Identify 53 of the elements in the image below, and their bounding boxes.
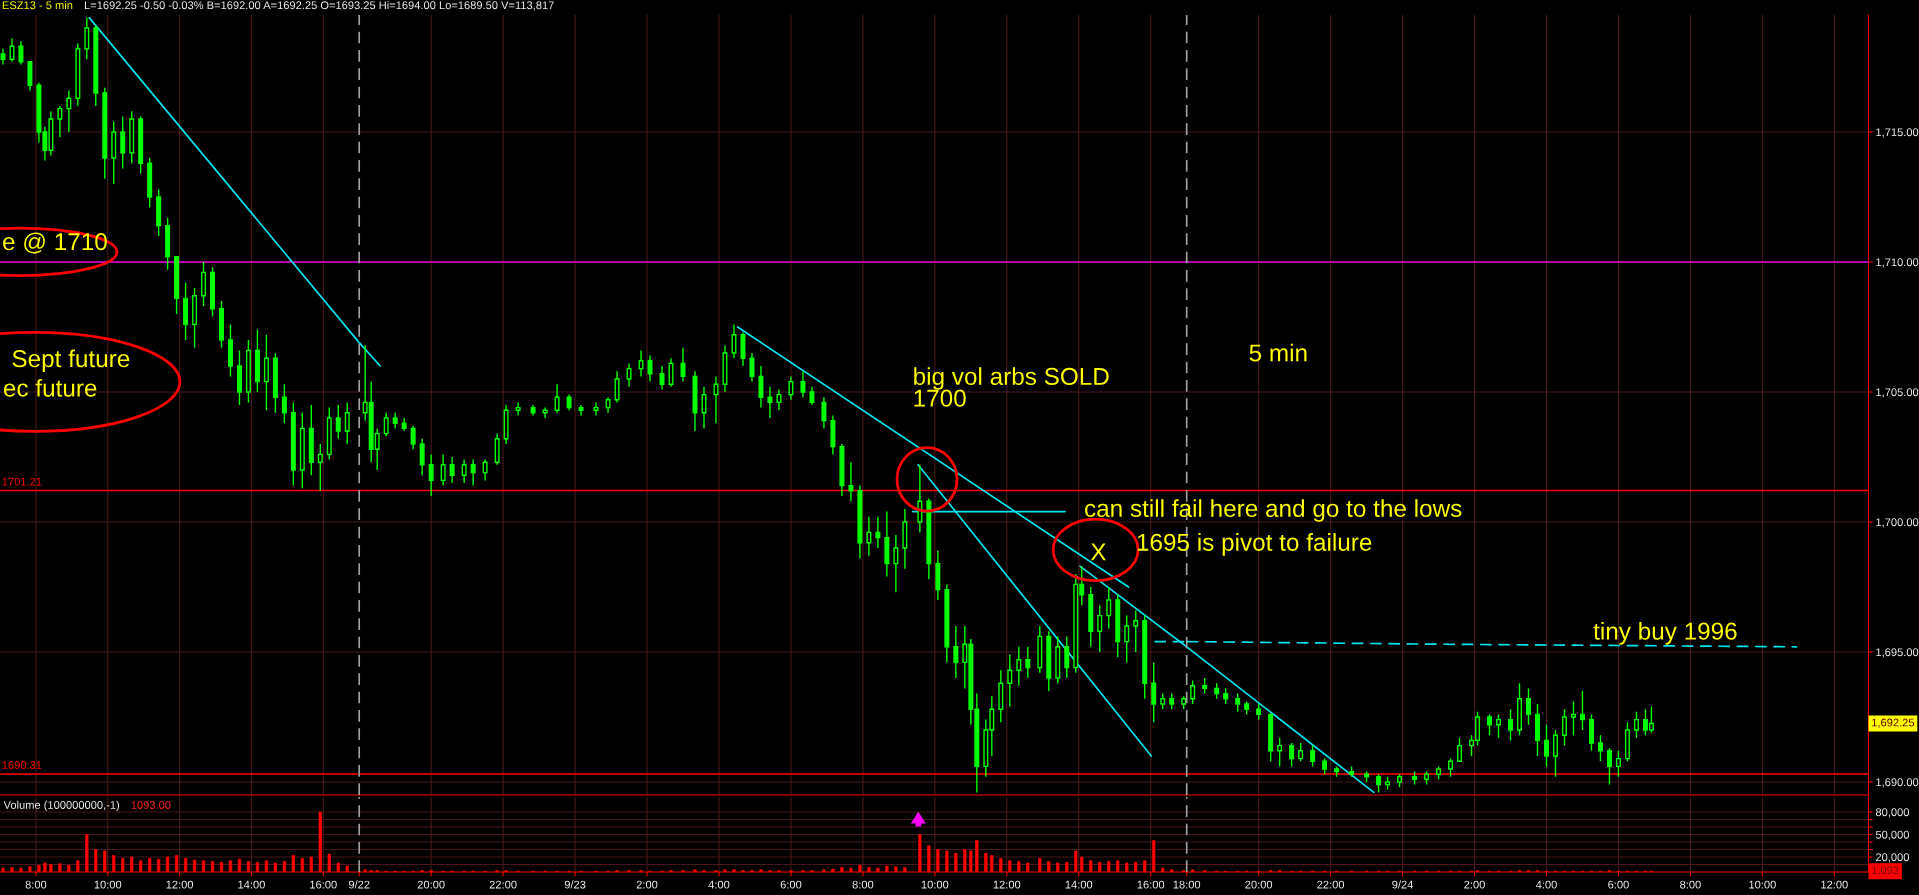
x-tick-label: 9/22 (348, 880, 370, 889)
x-tick-label: 10:00 (921, 880, 949, 889)
x-tick-label: 20:00 (417, 880, 445, 889)
x-tick-label: 18:00 (1173, 880, 1201, 889)
y-tick-label: 1,705.00 (1876, 388, 1919, 398)
annotation: Sept future (12, 349, 130, 373)
y-tick-label: 1,690.00 (1876, 778, 1919, 788)
annotation: e @ 1710 (3, 232, 107, 254)
chart-title: Volume (100000000,-1) (3, 800, 120, 812)
annotation: 1093.00 (131, 801, 171, 809)
x-tick-label: 6:00 (780, 880, 802, 889)
annotation: 1695 is pivot to failure (1137, 533, 1372, 556)
annotation: ec future (3, 378, 97, 397)
chart-subtitle: L=1692.25 -0.50 -0.03% B=1692.00 A=1692.25 O=1693.25 Hi=1694.00 Lo=1689.50 V=113,817 (84, 1, 554, 11)
y-tick-label: 20,000 (1876, 853, 1909, 863)
x-tick-label: 8:00 (852, 880, 874, 889)
x-tick-label: 16:00 (310, 880, 337, 889)
text: 1,093 (1872, 866, 1899, 876)
x-tick-label: 9/24 (1392, 880, 1414, 889)
y-tick-label: 1,700.00 (1876, 518, 1919, 528)
x-tick-label: 12:00 (993, 880, 1021, 889)
x-tick-label: 2:00 (1464, 880, 1485, 889)
annotation: X (1090, 543, 1106, 561)
text: 1,692.25 (1872, 718, 1915, 728)
x-tick-label: 22:00 (1317, 880, 1345, 889)
ref-line-label: 1701.21 (2, 477, 42, 486)
annotation: big vol arbs SOLD 1700 (914, 367, 1109, 407)
x-tick-label: 8:00 (25, 880, 47, 889)
x-tick-label: 12:00 (1821, 880, 1848, 889)
x-tick-label: 2:00 (636, 880, 658, 889)
x-tick-label: 10:00 (94, 880, 122, 889)
x-tick-label: 4:00 (708, 880, 730, 889)
annotation: 5 min (1249, 343, 1307, 362)
y-tick-label: 80,000 (1875, 808, 1909, 818)
ref-line-label: 1690.31 (2, 761, 42, 769)
x-tick-label: 6:00 (1608, 880, 1629, 889)
y-tick-label: 1,710.00 (1876, 258, 1919, 268)
x-tick-label: 22:00 (489, 880, 517, 889)
x-tick-label: 20:00 (1245, 880, 1273, 889)
y-tick-label: 50,000 (1875, 830, 1909, 840)
x-tick-label: 12:00 (166, 880, 194, 889)
x-tick-label: 8:00 (1680, 880, 1701, 889)
chart-title: ESZ13 - 5 min (2, 1, 73, 10)
x-tick-label: 4:00 (1535, 880, 1557, 889)
annotation: can still fail here and go to the lows (1085, 499, 1462, 522)
annotation: tiny buy 1996 (1593, 621, 1737, 645)
x-tick-label: 9/23 (564, 880, 586, 889)
x-tick-label: 14:00 (238, 880, 265, 889)
x-tick-label: 10:00 (1749, 880, 1776, 889)
x-tick-label: 14:00 (1065, 880, 1093, 889)
x-tick-label: 16:00 (1137, 880, 1165, 889)
y-tick-label: 1,715.00 (1876, 128, 1919, 138)
y-tick-label: 1,695.00 (1876, 648, 1919, 658)
